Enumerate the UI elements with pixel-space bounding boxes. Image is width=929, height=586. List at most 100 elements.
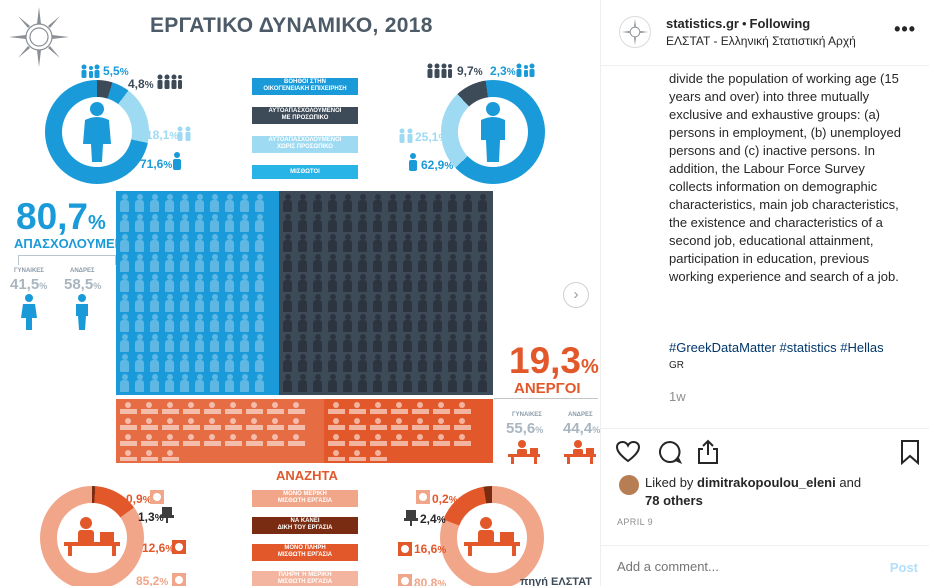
person-pictogram (208, 274, 221, 292)
person-pictogram (163, 234, 176, 252)
seeker-pictogram (267, 402, 284, 416)
person-pictogram (326, 294, 339, 312)
person-pictogram (356, 194, 369, 212)
person-pictogram (356, 214, 369, 232)
person-pictogram (281, 234, 294, 252)
person-pictogram (208, 294, 221, 312)
person-pictogram (118, 354, 131, 372)
person-pictogram (431, 254, 444, 272)
person-pictogram (133, 294, 146, 312)
person-pictogram (446, 194, 459, 212)
men-seeking-full-value: 16,6% (414, 542, 447, 556)
person-pictogram (311, 314, 324, 332)
comment-icon[interactable] (657, 439, 683, 465)
unemployed-grid-right (326, 401, 492, 461)
person-pictogram (371, 334, 384, 352)
liker-name[interactable]: dimitrakopoulou_eleni (697, 475, 836, 490)
likes-summary: Liked by dimitrakopoulou_eleni and 78 ot… (645, 474, 861, 510)
separator-dot: • (741, 16, 747, 31)
person-pictogram (386, 334, 399, 352)
account-subtitle[interactable]: ΕΛΣΤΑΤ - Ελληνική Στατιστική Αρχή (666, 34, 856, 48)
person-pictogram (208, 354, 221, 372)
action-bar (601, 428, 929, 476)
person-pictogram (311, 254, 324, 272)
next-slide-button[interactable]: › (563, 282, 589, 308)
post-image: ΕΡΓΑΤΙΚΟ ΔΥΝΑΜΙΚΟ, 2018 5,5% 4,8% 18,1% … (9, 7, 600, 586)
person-pictogram (386, 314, 399, 332)
person-pictogram (253, 234, 266, 252)
person-pictogram (446, 374, 459, 392)
more-options-icon[interactable]: ••• (894, 19, 916, 39)
seeker-pictogram (204, 402, 221, 416)
post-date[interactable]: APRIL 9 (617, 517, 653, 527)
person-pictogram (253, 314, 266, 332)
woman-figure-icon (83, 102, 111, 162)
man-icon (76, 294, 88, 330)
hashtags[interactable]: #GreekDataMatter #statistics #Hellas (669, 340, 884, 355)
person-pictogram (253, 354, 266, 372)
person-pictogram (326, 334, 339, 352)
following-button[interactable]: Following (749, 16, 811, 31)
seeker-pictogram (288, 402, 305, 416)
account-name[interactable]: statistics.gr (666, 16, 739, 31)
avatar[interactable] (619, 16, 651, 48)
person-pictogram (296, 334, 309, 352)
man-figure-icon (481, 102, 505, 162)
person-pictogram (371, 214, 384, 232)
person-pictogram (356, 314, 369, 332)
like-heart-icon[interactable] (615, 439, 641, 465)
person-pictogram (431, 274, 444, 292)
person-pictogram (238, 214, 251, 232)
person-pictogram (193, 194, 206, 212)
liker-avatar[interactable] (619, 475, 639, 495)
person-pictogram (238, 274, 251, 292)
seeker-pictogram (120, 450, 137, 461)
person-pictogram (253, 274, 266, 292)
person-pictogram (133, 234, 146, 252)
person-pictogram (238, 314, 251, 332)
person-pictogram (148, 334, 161, 352)
person-pictogram (133, 314, 146, 332)
person-pictogram (208, 374, 221, 392)
person-pictogram (461, 254, 474, 272)
person-pictogram (356, 294, 369, 312)
person-pictogram (253, 334, 266, 352)
seeker-pictogram (349, 418, 366, 432)
woman-icon (21, 294, 37, 330)
seeker-pictogram (267, 434, 284, 448)
person-pictogram (253, 374, 266, 392)
seeker-pictogram (120, 402, 137, 416)
person-pictogram (148, 314, 161, 332)
person-pictogram (223, 194, 236, 212)
employed-label: ΑΠΑΣΧΟΛΟΥΜΕΝΟΙ (14, 236, 138, 251)
share-icon[interactable] (695, 439, 721, 465)
person-pictogram (163, 294, 176, 312)
seeker-pictogram (349, 434, 366, 448)
person-pictogram (431, 374, 444, 392)
person-pictogram (253, 294, 266, 312)
self-employed-grid (280, 193, 492, 393)
person-pictogram (296, 194, 309, 212)
bookmark-icon[interactable] (897, 439, 923, 465)
seeker-pictogram (162, 402, 179, 416)
person-pictogram (446, 274, 459, 292)
chair-icon (404, 510, 418, 526)
person-pictogram (118, 254, 131, 272)
comment-bar: Post (601, 545, 929, 586)
employees-grid (117, 193, 279, 393)
person-pictogram (118, 274, 131, 292)
person-pictogram (341, 334, 354, 352)
comment-input[interactable] (617, 559, 857, 574)
person-pictogram (446, 254, 459, 272)
person-pictogram (281, 254, 294, 272)
person-pictogram (371, 294, 384, 312)
others-count[interactable]: 78 others (645, 493, 703, 508)
employed-men-share: 58,5% (64, 276, 102, 293)
post-comment-button[interactable]: Post (889, 560, 918, 575)
seeker-pictogram (183, 434, 200, 448)
group-icon (177, 126, 191, 141)
seeker-pictogram (391, 418, 408, 432)
person-pictogram (416, 254, 429, 272)
person-pictogram (371, 374, 384, 392)
person-pictogram (223, 294, 236, 312)
